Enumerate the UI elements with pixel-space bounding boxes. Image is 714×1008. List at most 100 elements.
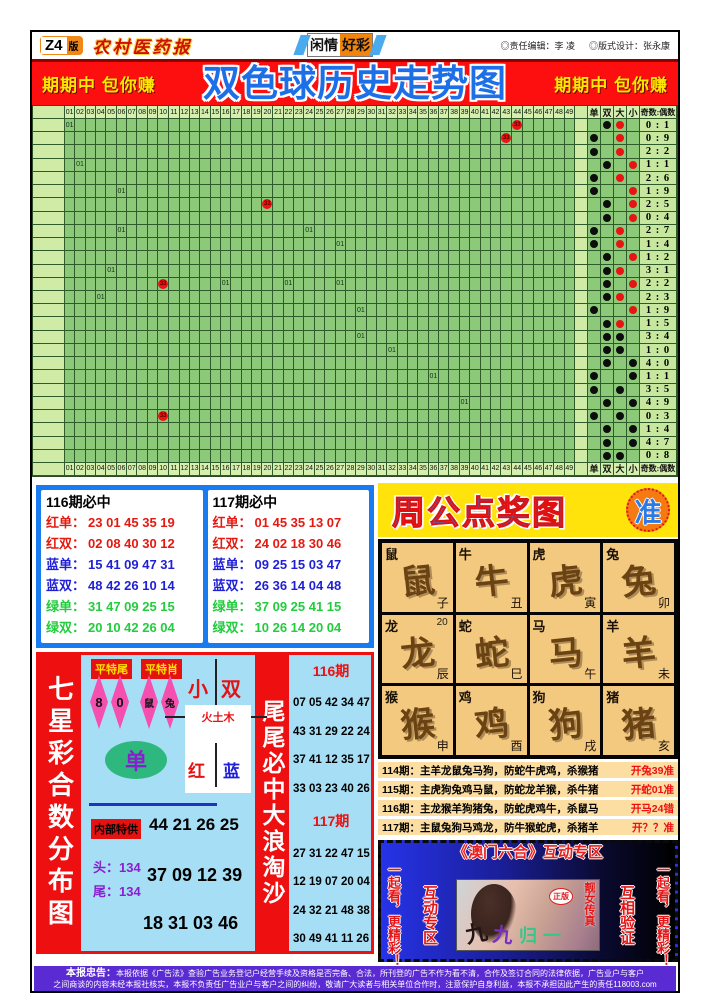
grid-cell	[512, 264, 524, 278]
grid-cell	[116, 304, 128, 318]
grid-cell	[490, 410, 502, 424]
grid-cell	[554, 185, 565, 199]
dot-cell	[587, 277, 601, 291]
macau-zone-label-left: 互动专区	[421, 885, 438, 945]
grid-cell	[428, 119, 440, 133]
ball-01-marker: 01	[96, 290, 107, 305]
grid-cell	[490, 449, 502, 463]
zodiac-animal-label: 猴	[385, 690, 399, 706]
zodiac-animal-label: 蛇	[458, 618, 472, 634]
prediction-row: 115期： 主虎狗兔鸡马鼠，防蛇龙羊猴，杀牛猪 开蛇01准	[378, 781, 678, 797]
qixingcai-title-bar: 七星彩合数分布图	[39, 655, 81, 951]
grid-cell	[345, 238, 357, 252]
grid-cell	[533, 171, 544, 186]
grid-cell	[116, 330, 128, 344]
dot-cell	[613, 171, 627, 186]
grid-cell	[428, 383, 440, 397]
grid-cell	[418, 449, 429, 463]
dot-cell	[626, 224, 640, 239]
grid-cell	[137, 304, 148, 318]
column-header: 17	[231, 106, 242, 119]
prediction-text: 主虎狗兔鸡马鼠，防蛇龙羊猴，杀牛猪	[419, 783, 599, 796]
dot-cell	[587, 357, 601, 371]
big-small-dot	[628, 372, 637, 381]
grid-cell	[387, 171, 398, 186]
grid-cell	[387, 198, 398, 212]
dot-cell	[587, 410, 601, 424]
grid-cell	[459, 449, 471, 463]
grid-cell	[116, 158, 128, 172]
grid-cell	[490, 370, 502, 384]
grid-cell	[543, 198, 555, 212]
grid-cell	[96, 198, 107, 212]
column-header: 19	[252, 462, 263, 476]
column-header: 34	[408, 106, 419, 119]
accuracy-badge: 准	[626, 488, 670, 532]
grid-cell	[252, 185, 263, 199]
grid-cell	[252, 436, 263, 450]
grid-cell	[428, 277, 440, 291]
grid-cell	[512, 370, 524, 384]
grid-cell	[179, 330, 190, 344]
pick-line: 绿双： 20 10 42 26 04	[46, 617, 198, 638]
grid-cell	[252, 290, 263, 305]
grid-cell	[283, 132, 295, 146]
grid-cell	[533, 277, 544, 291]
column-header: 42	[490, 462, 502, 476]
grid-cell	[533, 185, 544, 199]
zodiac-animal-label: 兔	[606, 547, 620, 562]
grid-cell	[366, 357, 377, 371]
grid-cell	[533, 224, 544, 239]
dot-cell	[600, 290, 614, 305]
grid-cell	[501, 264, 513, 278]
grid-cell	[554, 290, 565, 305]
column-header: 21	[273, 106, 284, 119]
grid-cell	[501, 357, 513, 371]
grid-cell	[189, 132, 201, 146]
grid-cell	[210, 423, 221, 437]
dot-cell	[587, 119, 601, 133]
grid-cell	[480, 171, 491, 186]
spacer-cell	[574, 436, 588, 450]
grid-cell	[490, 132, 502, 146]
grid-cell	[397, 119, 409, 133]
grid-cell	[210, 158, 221, 172]
grid-cell	[533, 410, 544, 424]
grid-cell	[314, 449, 326, 463]
grid-cell	[387, 357, 398, 371]
grid-cell	[158, 383, 170, 397]
grid-cell	[564, 171, 575, 186]
grid-cell	[523, 383, 534, 397]
grid-cell	[428, 264, 440, 278]
grid-cell	[137, 251, 148, 265]
column-header: 49	[564, 462, 575, 476]
spacer-cell	[574, 383, 588, 397]
grid-cell	[294, 145, 305, 159]
grid-cell	[231, 396, 242, 411]
grid-cell	[356, 317, 367, 331]
grid-cell	[65, 383, 76, 397]
pick-line-values: 24 02 18 30 46	[254, 536, 342, 551]
grid-cell	[231, 251, 242, 265]
grid-cell	[106, 198, 117, 212]
grid-cell	[470, 132, 481, 146]
grid-cell	[65, 211, 76, 225]
column-header: 29	[356, 106, 367, 119]
grid-cell	[449, 343, 460, 358]
grid-cell	[220, 211, 232, 225]
grid-cell	[459, 238, 471, 252]
neibu-numbers: 44 21 26 25	[149, 815, 239, 834]
grid-cell	[283, 343, 295, 358]
grid-cell	[314, 383, 326, 397]
pick-numbers-line: 37 09 12 39	[147, 865, 243, 885]
grid-cell	[543, 145, 555, 159]
grid-cell	[75, 277, 86, 291]
grid-cell	[75, 317, 86, 331]
grid-cell	[325, 330, 336, 344]
grid-cell	[564, 185, 575, 199]
grid-cell	[439, 343, 450, 358]
grid-cell	[356, 198, 367, 212]
grid-cell	[543, 396, 555, 411]
grid-cell	[543, 410, 555, 424]
qixingcai-content: 平特尾 平特肖 8 0 鼠 兔 小 双 火土木 红 蓝 单 内部特供 44 21…	[85, 657, 267, 949]
